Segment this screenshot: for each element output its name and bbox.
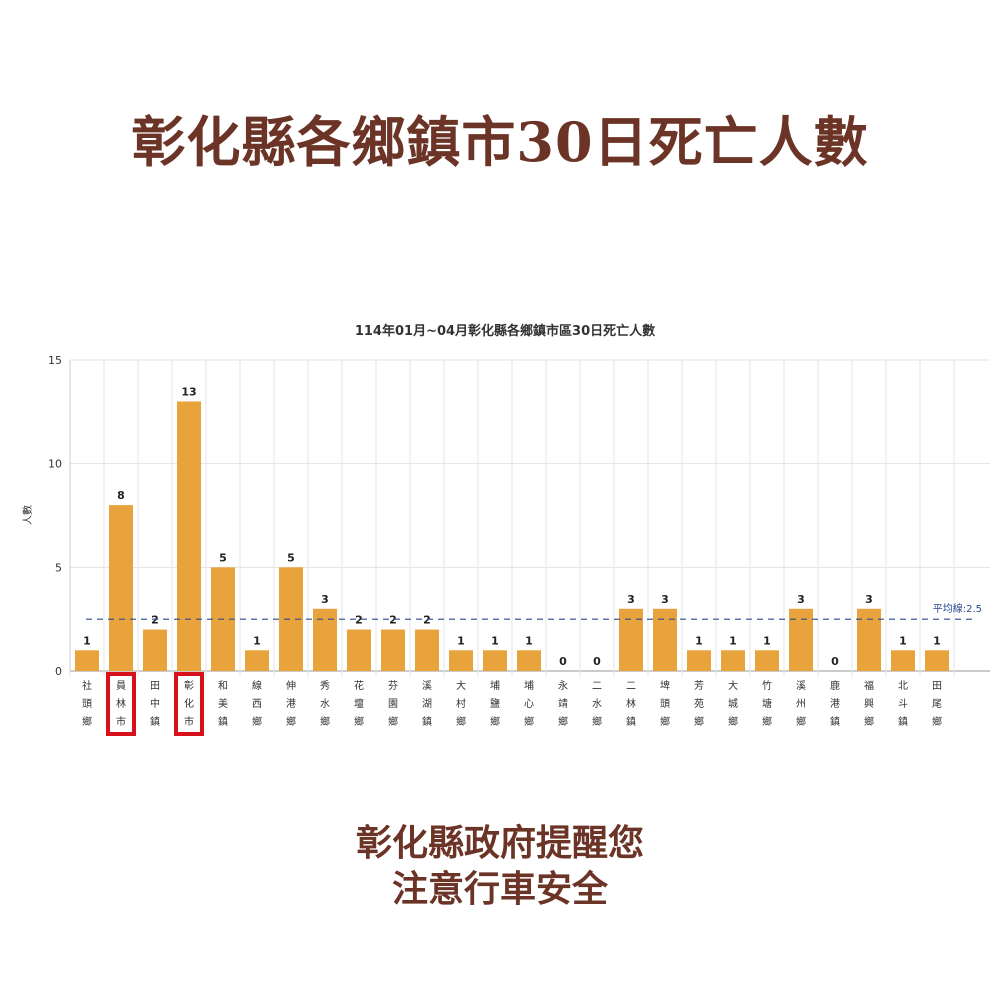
x-tick-label: 芬園鄉 xyxy=(388,680,398,728)
footer-line-1: 彰化縣政府提醒您 xyxy=(355,822,644,864)
data-label: 0 xyxy=(593,655,601,668)
x-tick-label: 溪州鄉 xyxy=(796,680,806,728)
data-label: 0 xyxy=(831,655,839,668)
data-label: 2 xyxy=(355,614,363,627)
bar xyxy=(925,650,949,671)
bar xyxy=(619,608,643,671)
bar xyxy=(415,629,439,671)
data-label: 13 xyxy=(181,385,196,398)
x-tick-label: 埔心鄉 xyxy=(524,679,534,728)
x-tick-label: 大村鄉 xyxy=(456,679,466,728)
y-tick-label: 10 xyxy=(48,458,62,471)
x-tick-label: 田中鎮 xyxy=(150,681,160,728)
y-tick-label: 5 xyxy=(55,561,62,574)
x-tick-label: 二水鄉 xyxy=(592,681,602,728)
bar xyxy=(517,650,541,671)
highlight-box xyxy=(106,672,136,736)
x-tick-label: 大城鄉 xyxy=(728,679,738,728)
bar xyxy=(653,608,677,671)
bar xyxy=(857,608,881,671)
data-label: 1 xyxy=(763,634,771,647)
data-label: 1 xyxy=(253,634,261,647)
data-label: 5 xyxy=(287,551,295,564)
bar xyxy=(347,629,371,671)
page-title: 彰化縣各鄉鎮市30日死亡人數 xyxy=(131,110,869,174)
data-label: 1 xyxy=(491,634,499,647)
bar xyxy=(75,650,99,671)
x-tick-label: 北斗鎮 xyxy=(898,680,908,728)
bar xyxy=(381,629,405,671)
x-tick-label: 秀水鄉 xyxy=(320,680,330,728)
bar xyxy=(449,650,473,671)
y-axis-label: 人數 xyxy=(21,505,34,525)
data-label: 1 xyxy=(899,634,907,647)
data-label: 0 xyxy=(559,655,567,668)
y-tick-label: 0 xyxy=(55,665,62,678)
data-label: 1 xyxy=(729,634,737,647)
bar xyxy=(755,650,779,671)
bar xyxy=(177,401,201,671)
bar xyxy=(721,650,745,671)
data-label: 3 xyxy=(321,593,329,606)
data-label: 2 xyxy=(389,614,397,627)
bar xyxy=(891,650,915,671)
footer-line-2: 注意行車安全 xyxy=(391,868,608,910)
data-label: 1 xyxy=(83,634,91,647)
data-label: 1 xyxy=(933,634,941,647)
data-label: 3 xyxy=(627,593,635,606)
footer-reminder: 彰化縣政府提醒您 注意行車安全 xyxy=(0,820,1000,912)
bar xyxy=(313,608,337,671)
x-tick-label: 二林鎮 xyxy=(626,681,636,728)
bar xyxy=(143,629,167,671)
bar xyxy=(109,505,133,671)
x-tick-label: 埔鹽鄉 xyxy=(490,679,500,728)
x-tick-label: 田尾鄉 xyxy=(932,681,942,728)
data-label: 3 xyxy=(865,593,873,606)
x-tick-label: 竹塘鄉 xyxy=(762,679,772,728)
chart-title: 114年01月~04月彰化縣各鄉鎮市區30日死亡人數 xyxy=(355,323,655,339)
bar xyxy=(687,650,711,671)
data-label: 3 xyxy=(661,593,669,606)
x-tick-label: 彰化市 xyxy=(184,679,194,728)
x-tick-label: 福興鄉 xyxy=(864,679,874,728)
y-tick-label: 15 xyxy=(48,354,62,367)
average-line-group: 平均線:2.5 xyxy=(86,602,982,620)
x-tick-label: 伸港鄉 xyxy=(286,680,296,728)
highlight-box xyxy=(174,672,204,736)
x-tick-label: 社頭鄉 xyxy=(82,679,92,728)
x-tick-label: 線西鄉 xyxy=(252,679,262,728)
data-label: 1 xyxy=(695,634,703,647)
data-label: 2 xyxy=(151,614,159,627)
x-tick-label: 永靖鄉 xyxy=(558,679,568,728)
bar xyxy=(483,650,507,671)
x-tick-label: 溪湖鎮 xyxy=(422,680,432,728)
bar xyxy=(245,650,269,671)
data-label: 8 xyxy=(117,489,125,502)
x-tick-label: 芳苑鄉 xyxy=(694,679,704,728)
x-tick-label: 花壇鄉 xyxy=(354,679,364,728)
data-label: 5 xyxy=(219,551,227,564)
bar xyxy=(789,608,813,671)
x-tick-label: 鹿港鎮 xyxy=(830,679,840,728)
data-label: 1 xyxy=(525,634,533,647)
data-label: 3 xyxy=(797,593,805,606)
x-tick-label: 和美鎮 xyxy=(218,680,228,728)
x-tick-label: 員林市 xyxy=(116,680,126,728)
x-tick-label: 埤頭鄉 xyxy=(660,679,670,728)
x-axis-labels: 社頭鄉 員林市 田中鎮 彰化市 和美鎮 線西鄉 伸港鄉 秀水鄉 花壇鄉 芬園鄉 溪湖鎮 大村鄉 埔鹽鄉 埔… xyxy=(82,672,942,736)
data-label: 1 xyxy=(457,634,465,647)
data-label: 2 xyxy=(423,614,431,627)
average-label: 平均線:2.5 xyxy=(933,602,982,615)
